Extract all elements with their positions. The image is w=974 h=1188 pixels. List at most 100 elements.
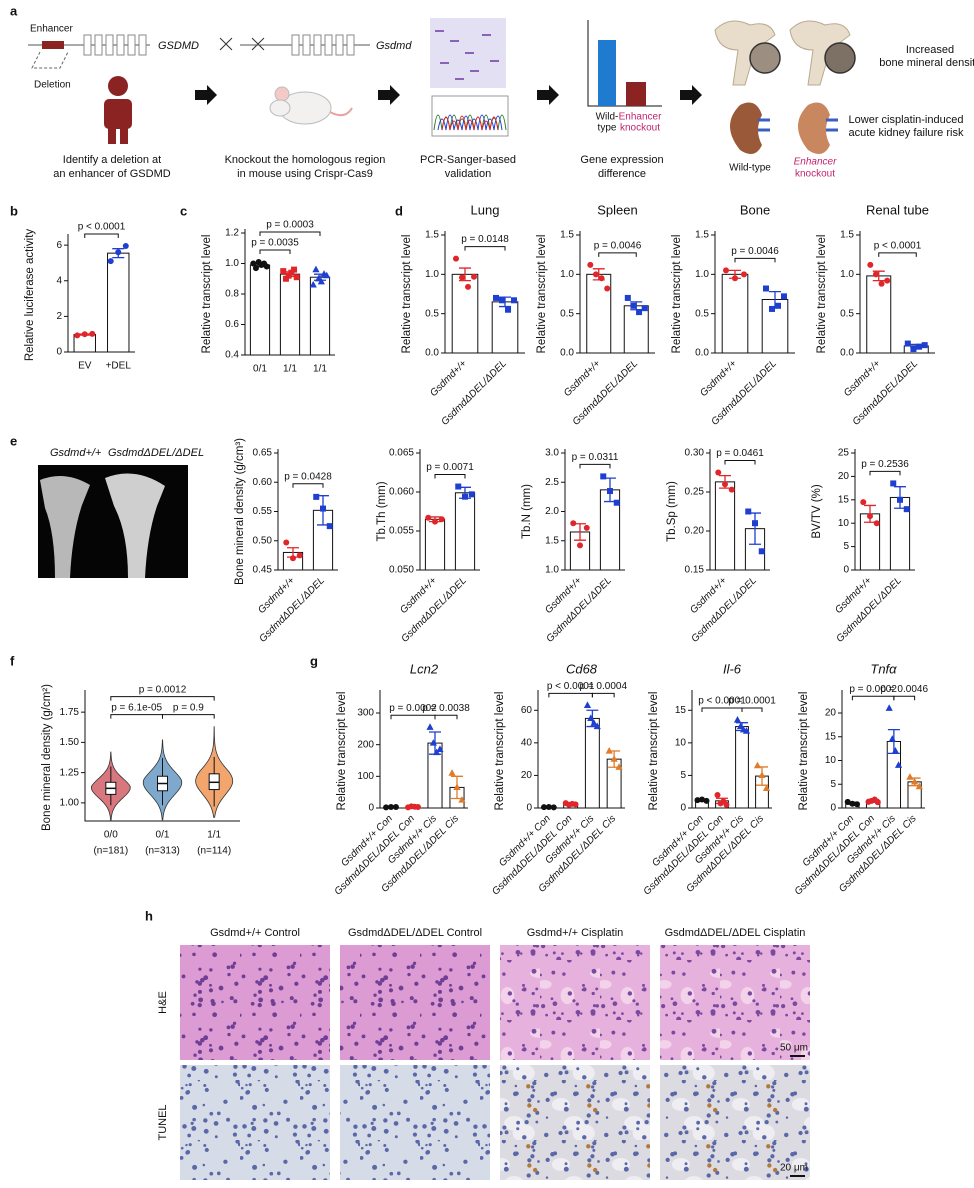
significance-bracket [734,257,776,263]
data-point [383,804,390,811]
y-tick-label: 1.2 [225,228,239,239]
data-point [453,783,461,791]
y-tick-label: 0.65 [253,448,273,459]
femur [105,473,165,578]
y-tick-label: 0.065 [389,448,414,459]
data-point [733,716,742,723]
y-tick-label: 20 [825,708,837,719]
data-point [511,297,517,304]
panel-letter: a [10,3,18,18]
data-point [723,267,729,274]
data-point [462,493,468,500]
data-point [916,343,923,350]
data-point [583,524,590,531]
y-tick-label: 0.60 [253,477,273,488]
significance-bracket [741,707,763,713]
significance-bracket [701,707,743,713]
data-point [598,275,605,282]
y-axis-label: Tb.Th (mm) [376,481,388,541]
x-tick-label: Gsdmd+/+ [428,358,469,399]
significance-bracket [259,249,291,254]
p-value: p = 0.0428 [284,471,332,482]
data-point [728,486,735,493]
exons [83,34,147,56]
scale-bar-label: 50 μm [780,1043,808,1054]
y-tick-label: 10 [675,737,687,748]
y-tick-label: 15 [838,494,850,505]
data-point [107,258,114,265]
data-point [624,294,631,301]
outcome: Increased [906,44,954,56]
data-point [587,261,594,268]
p-value: p < 0.0001 [78,222,126,233]
row-label: H&E [157,991,169,1014]
p-value: p = 0.0046 [880,684,928,695]
chromatogram [431,95,509,137]
data-point [283,539,290,546]
data-point [715,469,722,476]
data-point [769,305,775,312]
data-point [921,342,928,349]
data-point [468,491,475,498]
data-point [458,796,466,803]
data-point [436,745,444,753]
x-tick-label: GsdmdΔDEL/ΔDEL Con [642,813,727,898]
micrograph [180,1065,330,1180]
data-point [587,714,595,722]
data-point [252,265,259,272]
p-value: p = 0.2536 [861,459,909,470]
chart-title: Spleen [597,202,637,217]
kidney-label: knockout [795,169,835,180]
scale-bar-label: 20 μm [780,1163,808,1174]
p-value: p = 6.1e-05 [111,702,162,713]
data-point [291,266,298,273]
data-point [122,243,129,250]
y-tick-label: 25 [838,448,850,459]
data-point [897,496,903,503]
panel-letter: g [310,653,318,668]
y-tick-label: 0 [56,347,62,358]
x-tick-label: 1/1 [313,364,327,375]
data-point [849,800,856,807]
n-label: (n=114) [197,846,231,857]
data-point [425,514,432,521]
bar [451,273,479,354]
data-point [263,263,270,270]
y-tick-label: 1.0 [560,269,574,280]
data-point [540,804,547,811]
p-value: p = 0.0002 [389,703,437,714]
y-tick-label: 0 [368,803,374,814]
data-point [745,508,752,515]
data-point [499,297,505,304]
data-point [453,255,459,262]
data-point [592,271,599,278]
y-tick-label: 200 [357,739,374,750]
bar [249,264,271,356]
bar [721,273,749,354]
data-point [867,513,873,520]
p-value: p = 0.9 [173,702,204,713]
data-point [570,520,577,527]
deletion-label: Deletion [34,80,71,91]
micrograph [660,945,810,1060]
data-point [604,285,611,292]
bar [309,276,331,356]
data-point [290,555,296,562]
y-tick-label: 60 [521,705,533,716]
gel-image [430,18,506,88]
y-axis-label: Relative luciferase activity [24,229,36,362]
bar [107,252,130,353]
y-tick-label: 300 [357,708,374,719]
outcome: Lower cisplatin-induced [849,114,964,126]
x-tick-label: 0/0 [104,830,118,841]
data-point [320,505,326,512]
x-tick-label: 0/1 [253,364,267,375]
deletion-bracket [31,51,69,69]
panel-letter: f [10,653,15,668]
significance-bracket [390,714,436,720]
significance-bracket [869,470,901,476]
p-value: p = 0.0148 [461,234,509,245]
step-caption: PCR-Sanger-based [420,154,516,166]
data-point [293,274,300,281]
